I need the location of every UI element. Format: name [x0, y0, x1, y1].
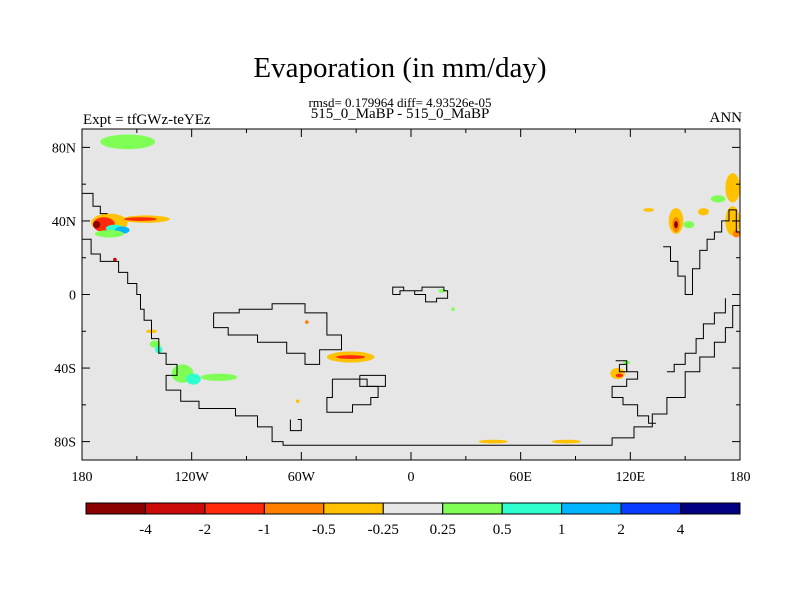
anomaly-patch-7: [124, 217, 157, 221]
colorbar-label-4: -0.25: [368, 522, 399, 538]
anomaly-patch-15: [200, 373, 238, 381]
anomaly-patch-19: [336, 355, 366, 359]
coastline-7: [666, 298, 726, 373]
y-tick-label-1: 40N: [52, 215, 76, 230]
colorbar-label-2: -1: [258, 522, 271, 538]
coastline-3: [359, 374, 386, 387]
chart-title: Evaporation (in mm/day): [253, 52, 547, 84]
coastline-layer: [82, 192, 740, 446]
x-tick-label-6: 180: [730, 470, 751, 485]
anomaly-patch-17: [304, 320, 309, 324]
anomaly-patch-8: [94, 230, 125, 238]
anomaly-patch-11: [149, 340, 161, 348]
colorbar-label-7: 1: [558, 522, 566, 538]
coastline-9: [82, 192, 108, 215]
colorbar-box-0: [85, 502, 146, 515]
colorbar-box-3: [263, 502, 325, 515]
case-subtitle: 515_0_MaBP - 515_0_MaBP: [310, 106, 490, 122]
colorbar-label-8: 2: [617, 522, 625, 538]
anomaly-patch-24: [610, 368, 625, 380]
anomaly-patch-14: [186, 373, 201, 385]
coastline-4: [392, 286, 449, 303]
anomaly-patch-27: [643, 208, 655, 212]
anomaly-patch-16: [295, 399, 300, 403]
colorbar-label-0: -4: [139, 522, 152, 538]
colorbar-box-8: [561, 502, 622, 515]
x-tick-label-5: 120E: [616, 470, 646, 485]
coastline-5: [611, 360, 656, 424]
anomaly-patch-33: [710, 195, 726, 203]
y-tick-label-3: 40S: [54, 362, 76, 377]
y-tick-label-4: 80S: [54, 436, 76, 451]
y-tick-label-0: 80N: [52, 141, 76, 156]
coastline-6: [618, 363, 628, 373]
anomaly-patch-31: [683, 220, 695, 229]
anomaly-patch-34: [725, 173, 740, 203]
colorbar-box-2: [204, 502, 265, 515]
season-label: ANN: [709, 110, 743, 126]
anomaly-patch-32: [697, 208, 709, 216]
colorbar-label-9: 4: [677, 522, 685, 538]
coastline-10: [289, 419, 302, 432]
x-tick-label-2: 60W: [288, 470, 316, 485]
colorbar-label-3: -0.5: [312, 522, 336, 538]
anomaly-patch-22: [478, 439, 508, 444]
colorbar-box-9: [620, 502, 682, 515]
colorbar-label-6: 0.5: [493, 522, 512, 538]
anomaly-patch-9: [113, 257, 117, 262]
x-tick-label-0: 180: [72, 470, 93, 485]
x-tick-label-4: 60E: [509, 470, 532, 485]
anomaly-patch-21: [451, 307, 455, 312]
y-tick-label-2: 0: [69, 289, 76, 304]
coastline-1: [213, 303, 342, 365]
x-tick-label-1: 120W: [175, 470, 210, 485]
anomaly-patch-25: [615, 373, 624, 378]
anomaly-patch-3: [92, 220, 101, 229]
anomaly-layer: [91, 134, 740, 444]
stats-line: rmsd= 0.179964 diff= 4.93526e-05: [308, 95, 492, 110]
plot-background: [82, 129, 740, 460]
colorbar-label-1: -2: [199, 522, 212, 538]
anomaly-patch-0: [100, 134, 156, 150]
colorbar-box-10: [680, 502, 741, 515]
x-axis: 180 120W 60W 0 60E 120E 180: [72, 129, 751, 485]
coastline-8: [663, 209, 740, 295]
colorbar-label-5: 0.25: [430, 522, 456, 538]
colorbar-box-1: [144, 502, 206, 515]
x-tick-label-3: 0: [408, 470, 415, 485]
experiment-label: Expt = tfGWz-teYEz: [83, 112, 211, 128]
y-axis: 80N 40N 0 40S 80S: [52, 141, 740, 451]
colorbar-box-4: [323, 502, 384, 515]
anomaly-patch-30: [674, 220, 678, 229]
colorbar-box-6: [442, 502, 503, 515]
coastline-0: [82, 238, 740, 446]
colorbar-box-5: [382, 502, 444, 515]
colorbar-box-7: [501, 502, 563, 515]
colorbar: -4 -2 -1 -0.5 -0.25 0.25 0.5 1 2 4: [85, 502, 741, 538]
anomaly-patch-23: [551, 439, 581, 444]
